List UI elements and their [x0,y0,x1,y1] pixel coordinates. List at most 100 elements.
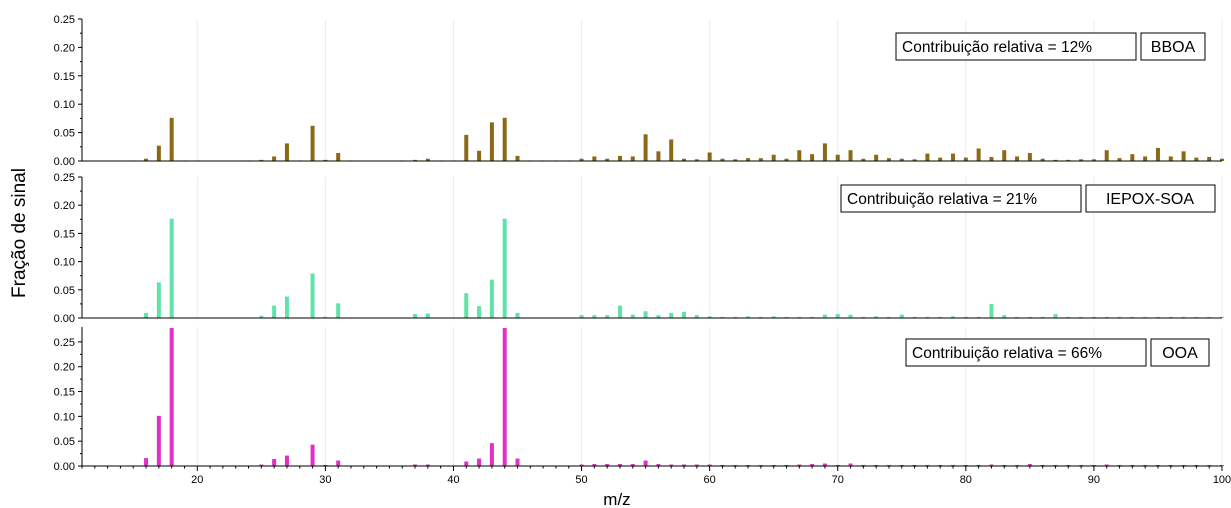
bar-mz-91 [1104,316,1109,318]
bar-mz-63 [746,316,751,318]
bar-mz-85 [1027,464,1032,466]
y-tick-label: 0.05 [54,285,75,297]
bar-mz-54 [630,314,635,318]
bar-mz-18 [169,327,174,466]
factor-label-bboa: BBOA [1151,39,1196,56]
bar-mz-76 [912,316,917,318]
bar-mz-63 [746,158,751,161]
y-tick-label: 0.20 [54,362,75,374]
bar-mz-77 [925,153,930,161]
bar-mz-73 [874,154,879,161]
bar-mz-31 [336,303,341,318]
contribution-text: Contribuição relativa = 21% [847,191,1037,208]
bar-mz-82 [989,157,994,161]
bar-mz-79 [951,316,956,318]
bar-mz-94 [1143,156,1148,161]
bar-mz-56 [656,315,661,318]
bar-mz-80 [963,316,968,318]
bar-mz-54 [630,464,635,466]
bar-mz-97 [1181,151,1186,161]
bar-mz-60 [707,316,712,318]
bar-mz-44 [502,117,507,161]
bar-mz-79 [951,153,956,161]
bar-mz-60 [707,464,712,466]
y-tick-label: 0.15 [54,71,75,83]
bar-mz-85 [1027,153,1032,161]
bar-mz-84 [1015,156,1020,161]
bar-mz-43 [489,443,494,466]
bar-mz-81 [976,316,981,318]
bar-mz-58 [682,464,687,466]
y-axis-label: Fração de sinal [9,168,30,298]
bar-mz-45 [515,312,520,318]
bar-mz-69 [822,463,827,466]
contribution-text: Contribuição relativa = 12% [902,39,1092,56]
bar-mz-90 [1091,159,1096,161]
bar-mz-100 [1220,158,1224,161]
bar-mz-45 [515,155,520,161]
bar-mz-83 [1002,315,1007,318]
bar-mz-50 [579,315,584,318]
bar-mz-37 [413,159,418,161]
contribution-box [895,32,1137,61]
contribution-text: Contribuição relativa = 66% [912,345,1102,362]
bar-mz-16 [144,312,149,318]
y-tick-label: 0.15 [54,387,75,399]
bar-mz-43 [489,279,494,318]
bar-mz-25 [259,159,264,161]
bar-mz-68 [810,464,815,466]
bar-mz-31 [336,460,341,466]
y-tick-label: 0.25 [54,172,75,184]
bar-mz-41 [464,461,469,466]
bar-mz-43 [489,122,494,161]
bar-mz-27 [284,143,289,161]
y-tick-label: 0.10 [54,99,75,111]
bar-mz-44 [502,218,507,318]
x-axis-label: m/z [603,490,630,508]
y-tick-label: 0.25 [54,14,75,26]
bar-mz-53 [617,305,622,318]
bar-mz-67 [797,316,802,318]
bar-mz-26 [272,156,277,161]
bar-mz-41 [464,293,469,318]
panel-bboa-annotation: Contribuição relativa = 12% BBOA [895,32,1206,61]
bar-mz-52 [605,464,610,466]
bar-mz-90 [1091,316,1096,318]
bar-mz-45 [515,458,520,466]
bar-mz-64 [758,158,763,161]
bar-mz-97 [1181,316,1186,318]
bar-mz-72 [861,158,866,161]
bar-mz-78 [938,316,943,318]
bar-mz-62 [733,159,738,161]
bar-mz-61 [720,158,725,161]
bar-mz-96 [1168,316,1173,318]
bar-mz-60 [707,152,712,161]
bar-mz-81 [976,148,981,161]
bar-mz-27 [284,455,289,466]
bar-mz-85 [1027,316,1032,318]
bar-mz-16 [144,458,149,466]
y-tick-label: 0.00 [54,156,75,168]
bar-mz-76 [912,159,917,161]
contribution-box [905,338,1147,367]
x-tick-label: 30 [319,474,331,486]
x-tick-label: 40 [447,474,459,486]
bar-mz-29 [310,125,315,161]
x-tick-label: 100 [1213,474,1231,486]
y-tick-label: 0.20 [54,42,75,54]
bar-mz-95 [1155,147,1160,161]
bar-mz-59 [694,315,699,318]
bar-mz-89 [1079,316,1084,318]
bar-mz-42 [477,458,482,466]
bar-mz-38 [425,313,430,318]
bar-mz-92 [1117,158,1122,161]
bar-mz-78 [938,157,943,161]
bar-mz-55 [643,134,648,161]
bar-mz-52 [605,158,610,161]
bar-mz-74 [886,158,891,161]
bar-mz-30 [323,159,328,161]
bar-mz-38 [425,464,430,466]
bar-mz-16 [144,158,149,161]
bar-mz-65 [771,154,776,161]
